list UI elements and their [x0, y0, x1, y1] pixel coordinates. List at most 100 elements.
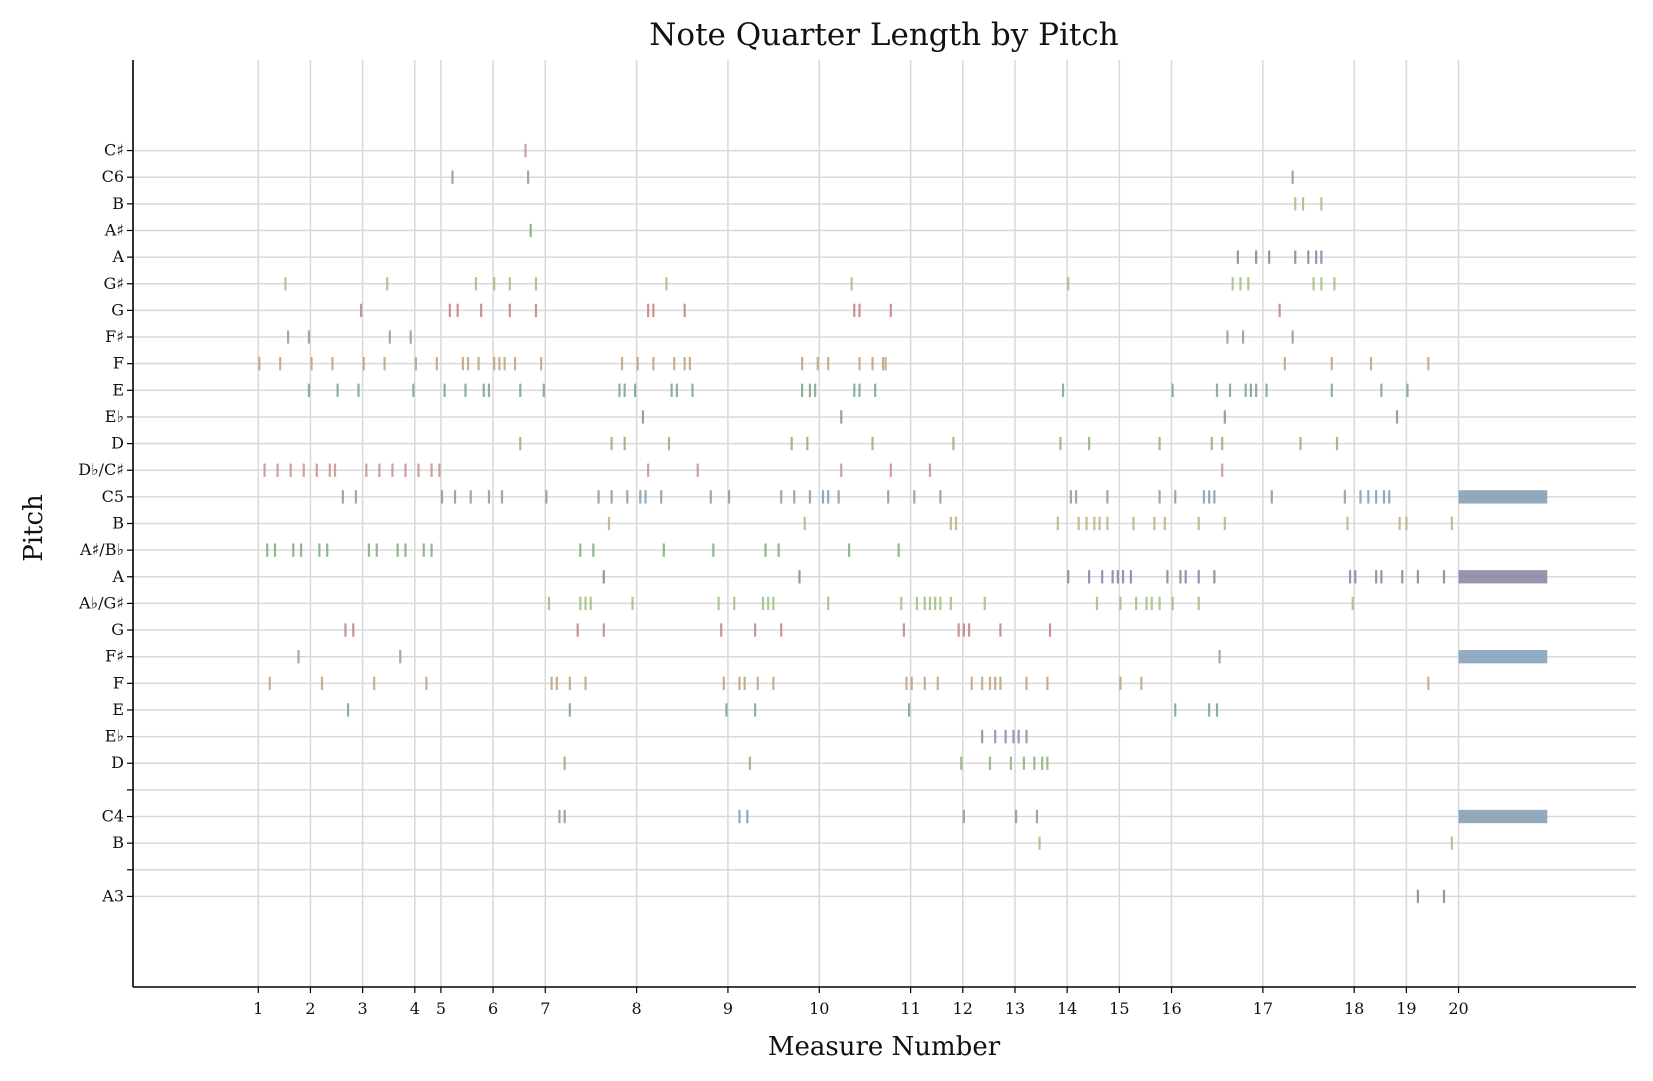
note-mark — [396, 543, 399, 557]
note-mark — [1014, 809, 1018, 824]
note-mark — [1213, 570, 1216, 584]
y-tick-label: D♭/C♯ — [78, 460, 124, 479]
note-mark — [1184, 570, 1187, 584]
note-mark — [756, 676, 759, 690]
note-mark — [1221, 436, 1224, 451]
x-tick-label: 19 — [1396, 999, 1416, 1018]
note-mark — [952, 436, 955, 451]
note-mark — [720, 623, 723, 637]
note-mark — [1017, 729, 1020, 744]
note-mark — [949, 516, 952, 531]
note-mark — [1067, 277, 1070, 291]
note-mark — [1320, 277, 1323, 291]
note-mark — [746, 809, 749, 824]
note-mark — [474, 277, 478, 291]
note-mark — [456, 303, 459, 318]
x-tick-label: 12 — [953, 999, 973, 1018]
note-mark — [1416, 889, 1420, 904]
note-mark — [320, 676, 324, 690]
note-mark — [761, 596, 765, 611]
y-tick-label: F♯ — [105, 327, 124, 346]
note-mark — [1061, 383, 1065, 397]
note-mark — [529, 223, 532, 238]
note-mark — [1158, 436, 1161, 451]
note-mark — [362, 357, 365, 371]
note-mark — [905, 676, 908, 690]
note-mark — [1153, 516, 1156, 531]
note-mark — [519, 436, 522, 451]
note-mark — [1268, 250, 1271, 264]
note-mark — [1004, 729, 1007, 744]
note-mark — [673, 357, 676, 371]
note-mark — [1202, 490, 1206, 504]
note-mark — [960, 756, 963, 770]
note-mark — [1085, 516, 1088, 531]
x-tick-label: 13 — [1005, 999, 1025, 1018]
note-mark — [1398, 516, 1401, 531]
note-mark — [344, 623, 347, 637]
note-mark — [994, 676, 997, 690]
x-tick-label: 10 — [809, 999, 829, 1018]
note-mark — [1291, 170, 1294, 184]
note-mark — [279, 357, 282, 371]
note-mark — [443, 383, 446, 397]
note-mark — [584, 676, 587, 690]
note-mark — [508, 303, 511, 318]
note-mark — [422, 543, 425, 557]
note-mark — [258, 357, 261, 371]
note-mark — [928, 463, 932, 477]
note-mark — [928, 596, 932, 611]
note-mark — [644, 490, 647, 504]
note-mark — [1427, 357, 1430, 371]
note-mark — [1025, 676, 1028, 690]
note-mark — [691, 383, 694, 397]
note-mark — [777, 543, 780, 557]
y-tick-label: C6 — [102, 167, 124, 186]
note-mark — [709, 490, 712, 504]
note-mark — [513, 357, 517, 371]
note-mark — [1174, 703, 1177, 717]
note-mark — [767, 596, 770, 611]
note-mark — [527, 170, 530, 184]
note-mark — [1255, 383, 1258, 397]
note-mark — [939, 490, 942, 504]
note-mark — [1442, 889, 1446, 904]
note-mark — [814, 383, 817, 397]
note-mark — [331, 357, 334, 371]
note-mark — [1330, 383, 1333, 397]
note-mark — [1098, 516, 1101, 531]
note-mark — [508, 277, 511, 291]
note-mark — [647, 463, 650, 477]
note-mark — [579, 596, 582, 611]
note-mark — [1111, 570, 1114, 584]
note-mark — [748, 756, 752, 770]
note-mark — [375, 543, 378, 557]
note-mark — [683, 357, 686, 371]
note-mark — [858, 357, 861, 371]
note-mark — [754, 703, 757, 717]
note-mark — [1208, 490, 1211, 504]
note-mark — [1346, 516, 1349, 531]
y-tick-label: A♯ — [104, 220, 124, 239]
note-mark — [276, 463, 279, 477]
note-mark — [634, 383, 637, 397]
note-mark — [284, 277, 287, 291]
note-mark — [871, 436, 874, 451]
note-mark — [448, 303, 451, 318]
y-tick-label: A — [111, 567, 124, 586]
note-mark — [467, 357, 470, 371]
note-mark — [1354, 570, 1357, 584]
note-mark — [391, 463, 394, 477]
note-mark — [417, 463, 420, 477]
note-mark — [1380, 383, 1383, 397]
note-mark — [1291, 330, 1294, 344]
note-mark — [404, 463, 407, 477]
note-mark — [847, 543, 851, 557]
note-mark — [1249, 383, 1253, 397]
note-mark — [1405, 516, 1408, 531]
note-mark — [636, 357, 639, 371]
note-mark — [816, 357, 819, 371]
note-mark — [994, 729, 997, 744]
note-mark — [360, 303, 363, 318]
note-mark — [738, 809, 741, 824]
